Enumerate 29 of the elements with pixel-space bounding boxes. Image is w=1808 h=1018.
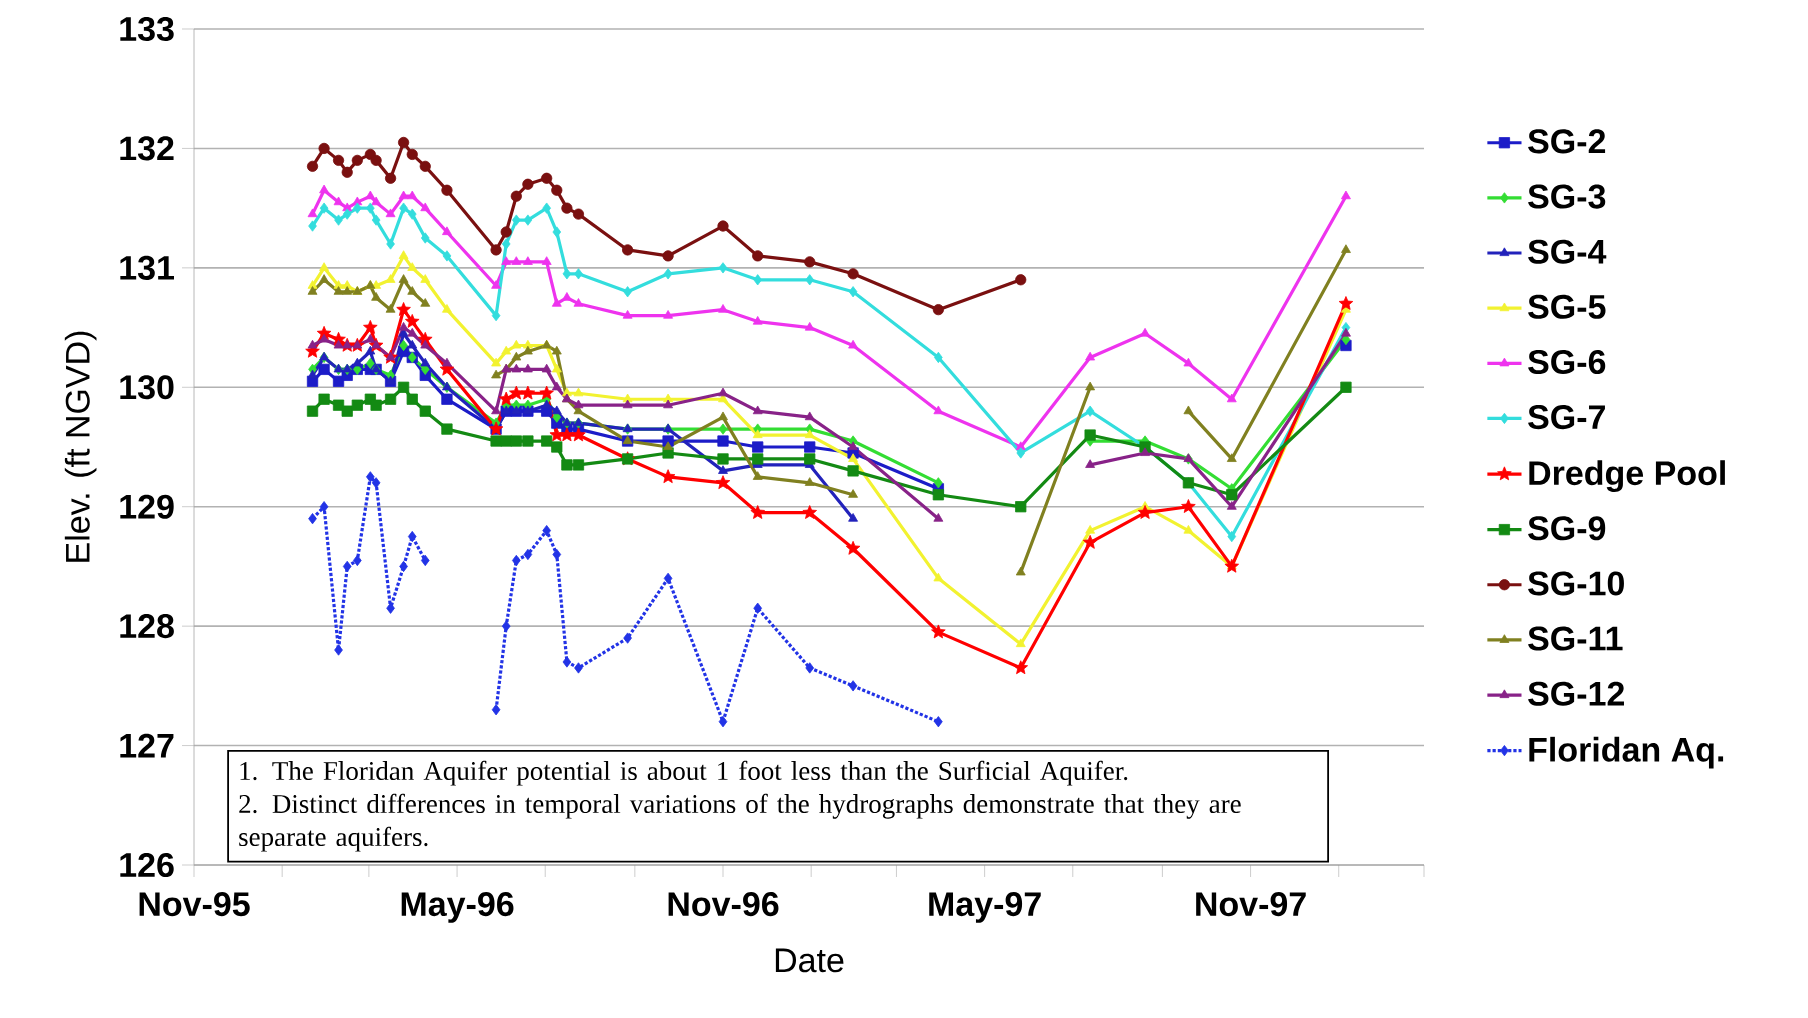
x-tick-label: Nov-97 xyxy=(1196,892,1306,917)
legend-label: SG-5 xyxy=(1528,294,1606,319)
y-tick-label: 126 xyxy=(120,852,174,878)
legend-label: SG-4 xyxy=(1528,239,1607,264)
legend-label: SG-6 xyxy=(1528,349,1606,375)
y-tick-label: 129 xyxy=(120,494,174,519)
legend-label: Dredge Pool xyxy=(1529,460,1725,493)
y-tick-label: 128 xyxy=(120,614,174,639)
legend-label: SG-7 xyxy=(1528,405,1605,430)
x-tick-label: Nov-96 xyxy=(668,892,779,917)
y-tick-label: 133 xyxy=(120,16,174,42)
annotation: 1. The Floridan Aquifer potential is about 1 foot less than the Surficial Aquifer. xyxy=(240,760,1128,786)
legend-label: SG-2 xyxy=(1528,129,1606,154)
legend-label: SG-11 xyxy=(1528,626,1623,651)
x-tick-label: Nov-95 xyxy=(139,892,250,917)
y-tick-label: 127 xyxy=(120,733,174,758)
legend-label: Floridan Aq. xyxy=(1529,736,1724,769)
legend-label: SG-10 xyxy=(1528,571,1624,596)
y-tick-label: 131 xyxy=(120,255,174,280)
x-tick-label: May-97 xyxy=(929,892,1041,923)
annotation: 2. Distinct differences in temporal variations of the hydrographs demonstrate that they are separate aquifers. xyxy=(239,793,1241,852)
legend-label: SG-3 xyxy=(1528,184,1606,209)
legend-label: SG-12 xyxy=(1528,681,1624,706)
y-axis-title: Elev. (ft NGVD) xyxy=(64,331,97,562)
legend-label: SG-9 xyxy=(1528,516,1606,541)
y-tick-label: 132 xyxy=(120,136,174,161)
x-axis-title: Date xyxy=(775,948,844,973)
x-tick-label: May-96 xyxy=(401,892,514,923)
y-tick-label: 130 xyxy=(120,375,174,400)
